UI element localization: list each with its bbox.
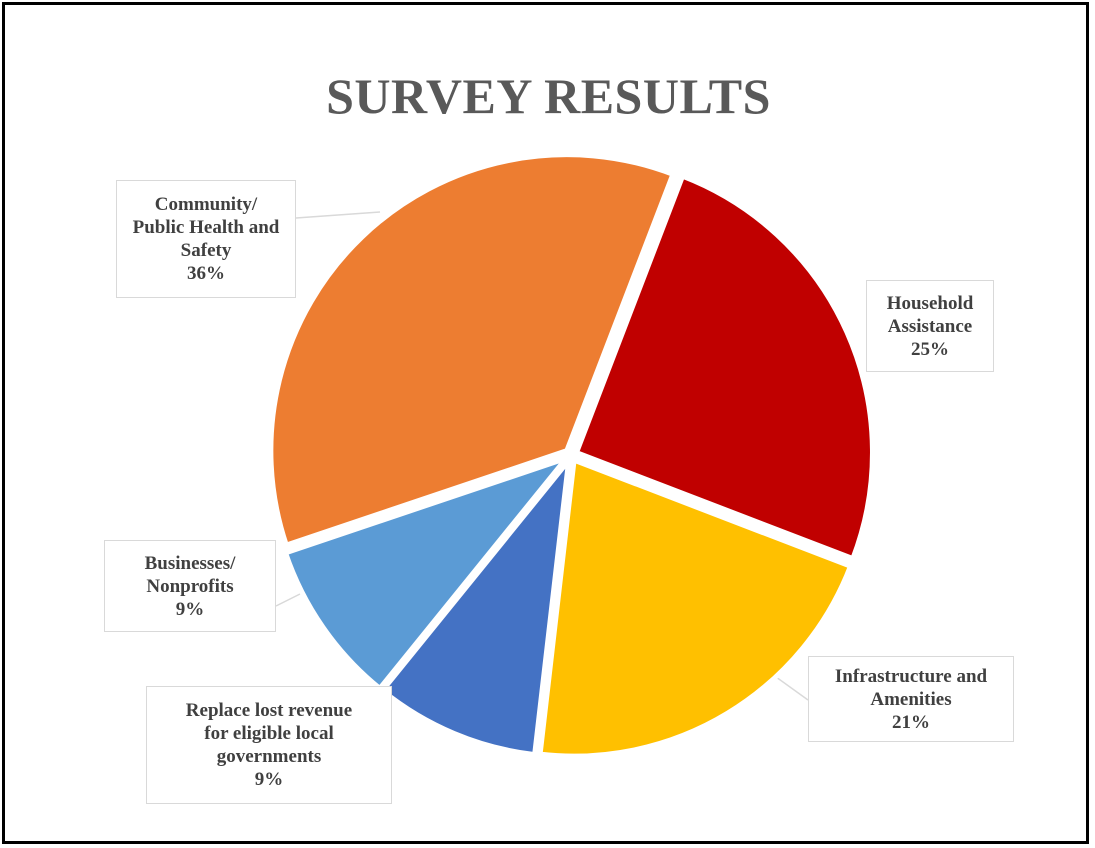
pie-slice-1 [573,173,875,562]
data-label-value: 9% [175,598,205,620]
pie-slice-4 [283,455,569,691]
data-label-value: 36% [187,263,225,284]
data-label-1: Household Assistance 25% [866,280,994,372]
data-label-line: Public Health and [132,217,280,238]
data-label-line: Infrastructure and [834,665,988,687]
data-label-line: Safety [180,240,232,261]
data-label-line: for eligible local [204,723,334,744]
pie-slices [268,152,875,759]
data-label-line: Businesses/ [144,552,236,574]
data-label-value: 21% [892,711,930,733]
data-label-4: Businesses/Nonprofits 9% [104,540,276,632]
data-label-2: Infrastructure and Amenities 21% [808,656,1014,742]
leader-line-5 [295,211,381,219]
leader-line-4 [275,593,301,607]
data-label-line: governments [216,746,322,767]
pie-slice-2 [537,457,853,759]
chart-title: SURVEY RESULTS [326,68,771,124]
data-label-value: 25% [911,338,949,360]
data-label-line: Replace lost revenue [185,700,353,721]
data-label-line: Assistance [887,315,973,337]
data-label-line: Household [886,292,974,314]
data-label-3: Replace lost revenue for eligible local go… [146,686,392,804]
data-label-line: Nonprofits [146,575,234,597]
data-label-value: 9% [254,769,284,790]
data-label-5: Community/Public Health and Safety 36% [116,180,296,298]
data-label-line: Amenities [870,688,952,710]
pie-slice-5 [268,152,676,548]
data-label-line: Community/ [154,194,258,215]
